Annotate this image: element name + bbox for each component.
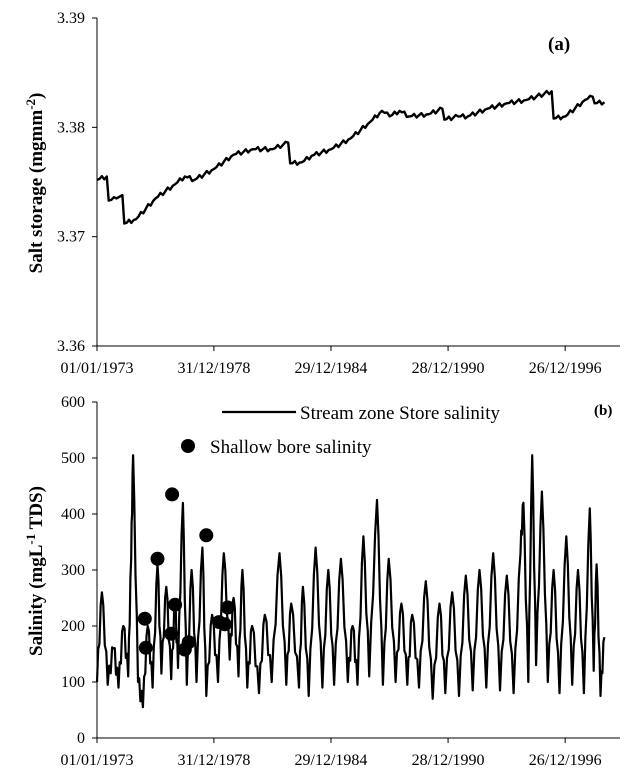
panel-b-label: (b) — [594, 403, 612, 419]
panel-b-y-tick-label: 100 — [61, 674, 85, 691]
panel-b-legend: Stream zone Store salinity Shallow bore … — [181, 403, 500, 458]
shallow-bore-salinity-point — [217, 617, 232, 632]
panel-a-y-tick-label: 3.37 — [57, 229, 85, 246]
shallow-bore-salinity-point — [181, 635, 196, 650]
shallow-bore-salinity-point — [138, 640, 153, 655]
panel-b-x-tick-label: 31/12/1978 — [177, 752, 250, 769]
panel-b-y-tick-label: 200 — [61, 618, 85, 635]
panel-a-x-tick-label: 31/12/1978 — [177, 360, 250, 377]
legend-point-swatch — [181, 439, 195, 453]
shallow-bore-salinity-point — [220, 600, 235, 615]
shallow-bore-salinity-point — [168, 597, 183, 612]
panel-a-x-tick-label: 26/12/1996 — [529, 360, 602, 377]
panel-b-x-tick-label: 26/12/1996 — [529, 752, 602, 769]
shallow-bore-salinity-point — [165, 487, 180, 502]
shallow-bore-salinity-point — [164, 626, 179, 641]
panel-b-y-tick-label: 0 — [77, 730, 85, 747]
panel-a-y-tick-label: 3.38 — [57, 119, 85, 136]
panel-a-label: (a) — [548, 34, 570, 55]
panel-b: 0 100 200 300 400 500 600 01/01/1973 31/12/1978… — [23, 394, 620, 769]
panel-a-salt-storage-line — [96, 89, 606, 225]
shallow-bore-salinity-point — [199, 528, 214, 543]
panel-b-y-tick-label: 400 — [61, 506, 85, 523]
panel-b-x-tick-label: 01/01/1973 — [61, 752, 134, 769]
legend-point-label: Shallow bore salinity — [210, 437, 372, 458]
panel-b-stream-salinity-line — [95, 454, 606, 709]
panel-b-x-tick-label: 28/12/1990 — [412, 752, 485, 769]
panel-a-x-tick-label: 01/01/1973 — [61, 360, 134, 377]
panel-b-y-tick-label: 300 — [61, 562, 85, 579]
panel-a-y-tick-label: 3.39 — [57, 10, 85, 27]
panel-b-y-tick-label: 600 — [61, 394, 85, 411]
panel-b-y-tick-label: 500 — [61, 450, 85, 467]
panel-a: 3.36 3.37 3.38 3.39 01/01/1973 31/12/1978 29/… — [23, 10, 620, 377]
shallow-bore-salinity-point — [137, 611, 152, 626]
panel-a-x-tick-label: 29/12/1984 — [295, 360, 368, 377]
legend-line-label: Stream zone Store salinity — [300, 403, 500, 424]
panel-a-x-tick-label: 28/12/1990 — [412, 360, 485, 377]
panel-b-x-tick-label: 29/12/1984 — [295, 752, 368, 769]
panel-a-y-axis-title: Salt storage (mgmm-2) — [23, 93, 47, 274]
panel-a-y-tick-label: 3.36 — [57, 338, 85, 355]
shallow-bore-salinity-point — [150, 551, 165, 566]
panel-b-y-axis-title: Salinity (mgL-1 TDS) — [23, 486, 47, 656]
